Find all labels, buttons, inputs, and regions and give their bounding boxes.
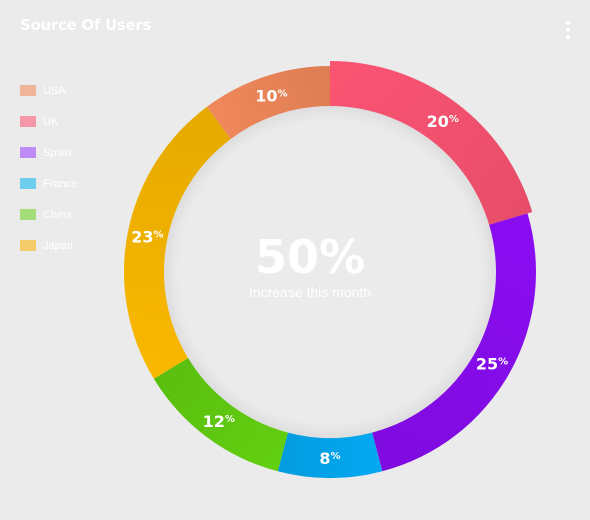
slice-label-china: 12% <box>203 412 235 431</box>
donut-slice-spain[interactable] <box>372 213 537 472</box>
slice-label-france: 8% <box>319 449 340 468</box>
legend-item-china[interactable]: China <box>20 199 77 230</box>
center-value: 50% <box>254 230 366 284</box>
slice-label-usa: 10% <box>255 86 287 105</box>
legend-swatch <box>20 209 36 220</box>
donut-slice-france[interactable] <box>277 432 383 478</box>
slice-label-japan: 23% <box>131 227 163 246</box>
legend-item-uk[interactable]: UK <box>20 106 77 137</box>
donut-slice-uk[interactable] <box>330 61 533 225</box>
legend-item-spain[interactable]: Spain <box>20 137 77 168</box>
slice-label-uk: 20% <box>427 112 459 131</box>
legend-item-japan[interactable]: Japan <box>20 230 77 261</box>
legend-swatch <box>20 147 36 158</box>
legend-item-france[interactable]: France <box>20 168 77 199</box>
card-title: Source Of Users <box>20 16 152 34</box>
legend-swatch <box>20 240 36 251</box>
donut-slice-china[interactable] <box>153 358 288 472</box>
legend-swatch <box>20 178 36 189</box>
legend-swatch <box>20 116 36 127</box>
center-caption: Increase this month <box>248 284 372 300</box>
legend-swatch <box>20 85 36 96</box>
legend-label: Japan <box>43 239 73 252</box>
slice-label-spain: 25% <box>476 354 508 373</box>
legend-label: France <box>43 177 78 190</box>
more-options-icon[interactable] <box>561 19 575 41</box>
chart-legend: USA UK Spain France China Japan <box>20 75 77 261</box>
legend-item-usa[interactable]: USA <box>20 75 77 106</box>
donut-slice-usa[interactable] <box>206 66 330 139</box>
legend-label: China <box>43 208 72 221</box>
legend-label: UK <box>43 115 59 128</box>
donut-slice-japan[interactable] <box>124 106 231 379</box>
legend-label: USA <box>43 84 66 97</box>
legend-label: Spain <box>43 146 72 159</box>
